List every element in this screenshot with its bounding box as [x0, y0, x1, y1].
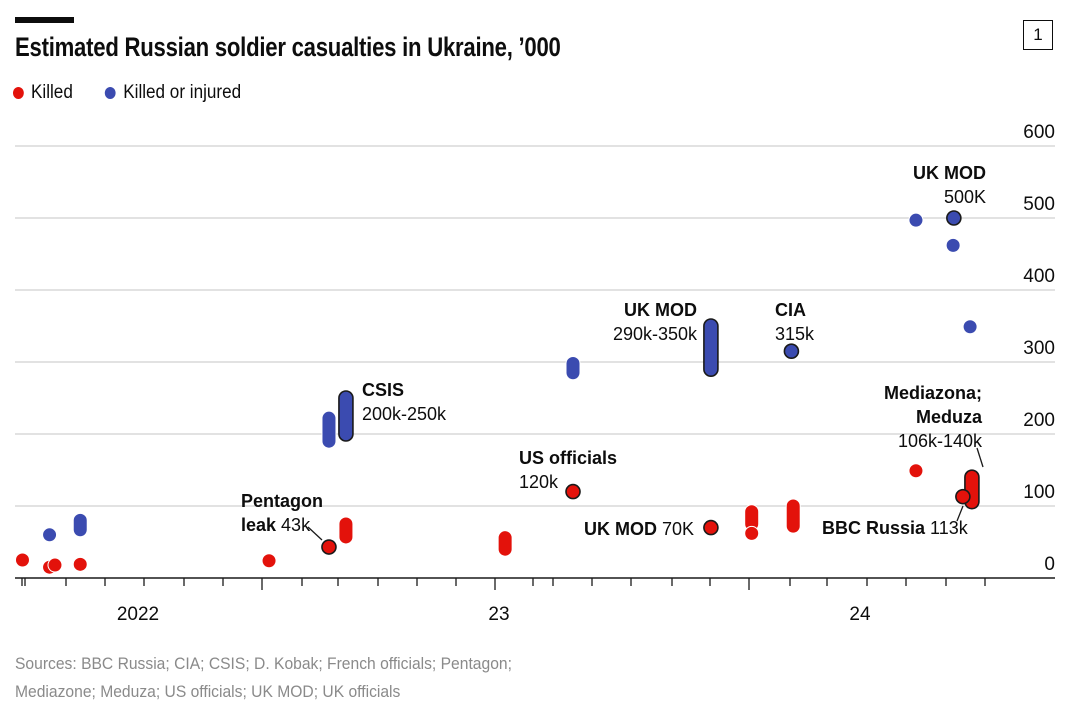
x-tick-label: 23	[488, 604, 509, 625]
point-mark-injured	[946, 210, 962, 226]
annotation-value: 70K	[657, 519, 694, 539]
annotation-value: 106k-140k	[898, 431, 983, 451]
range-mark-injured	[565, 355, 581, 381]
range-mark-injured	[72, 512, 88, 538]
header-accent-bar	[15, 17, 74, 23]
legend-label-killed: Killed	[31, 82, 73, 103]
annotation-source-text: Pentagon	[241, 491, 323, 511]
annotation-source-text: US officials	[519, 448, 617, 468]
legend-label-killed-or-injured: Killed or injured	[123, 82, 242, 103]
point-mark-killed	[744, 525, 760, 541]
range-mark-injured	[703, 318, 719, 378]
annotation-value: 500K	[944, 187, 986, 207]
annotation-source: UK MOD	[913, 163, 986, 183]
annotation-value: 113k	[925, 518, 969, 538]
annotation-value: 43k	[276, 515, 311, 535]
annotation-value: 315k	[775, 324, 815, 344]
annotation-leader-line	[307, 526, 323, 541]
range-mark-injured	[321, 410, 337, 449]
legend-swatch-killed-or-injured	[105, 87, 117, 99]
annotation-source-text: Mediazona;	[884, 383, 982, 403]
annotation-source-text: UK MOD	[584, 519, 657, 539]
range-mark-injured	[338, 390, 354, 442]
annotation: Pentagon leak 43k	[241, 491, 323, 541]
annotation: UK MOD 500K	[913, 163, 986, 207]
annotation-source-text: leak	[241, 515, 277, 535]
y-tick-label: 300	[1023, 338, 1055, 359]
sources-note: Sources: BBC Russia; CIA; CSIS; D. Kobak…	[15, 650, 512, 706]
point-mark-injured	[42, 527, 58, 543]
annotation-leader-line	[956, 505, 964, 522]
annotation-source: Mediazona;	[884, 383, 982, 403]
annotation-source: CSIS	[362, 380, 404, 400]
point-mark-killed	[565, 483, 581, 500]
y-tick-label: 200	[1023, 410, 1055, 431]
point-mark-injured	[962, 319, 978, 335]
annotation-source: BBC Russia 113k	[822, 518, 969, 538]
chart-number-badge: 1	[1023, 20, 1053, 50]
y-tick-label: 500	[1023, 194, 1055, 215]
annotation-value: 200k-250k	[362, 404, 447, 424]
annotation: CSIS 200k-250k	[362, 380, 447, 424]
annotation: US officials 120k	[519, 448, 617, 492]
point-mark-killed	[261, 553, 277, 569]
point-mark-injured	[783, 343, 800, 360]
annotation-source: CIA	[775, 300, 806, 320]
chart-title: Estimated Russian soldier casualties in …	[15, 32, 561, 62]
y-tick-label: 600	[1023, 122, 1055, 143]
range-mark-killed	[497, 530, 513, 557]
point-mark-killed	[703, 519, 719, 536]
legend: Killed Killed or injured	[13, 82, 274, 104]
annotation-source: UK MOD	[624, 300, 697, 320]
sources-line: Sources: BBC Russia; CIA; CSIS; D. Kobak…	[15, 654, 512, 673]
annotation-source: US officials	[519, 448, 617, 468]
annotation-source-text: CSIS	[362, 380, 404, 400]
legend-item-killed: Killed	[13, 82, 73, 104]
range-mark-killed	[338, 516, 354, 545]
annotation-value: 120k	[519, 472, 559, 492]
point-mark-killed	[908, 463, 924, 479]
annotation-source: leak 43k	[241, 515, 311, 535]
y-tick-label: 0	[1044, 554, 1055, 575]
x-tick-label: 24	[849, 604, 871, 625]
y-tick-label: 400	[1023, 266, 1055, 287]
point-mark-injured	[908, 212, 924, 228]
annotation-source-text: UK MOD	[624, 300, 697, 320]
annotation-value: 290k-350k	[613, 324, 698, 344]
annotation-source: Meduza	[916, 407, 983, 427]
annotation: Mediazona; Meduza 106k-140k	[884, 383, 984, 468]
annotation: UK MOD 70K	[584, 519, 694, 539]
legend-item-killed-or-injured: Killed or injured	[105, 82, 241, 104]
annotation-source-text: BBC Russia	[822, 518, 926, 538]
point-mark-killed	[72, 556, 88, 572]
annotation: BBC Russia 113k	[822, 505, 969, 538]
point-mark-killed	[321, 539, 337, 555]
point-mark-killed	[14, 552, 30, 568]
annotation-source-text: CIA	[775, 300, 806, 320]
sources-line: Mediazone; Meduza; US officials; UK MOD;…	[15, 682, 401, 701]
y-tick-label: 100	[1023, 482, 1055, 503]
range-mark-killed	[785, 498, 801, 534]
annotation-source-text: UK MOD	[913, 163, 986, 183]
annotation: UK MOD 290k-350k	[613, 300, 698, 344]
point-mark-killed	[47, 557, 63, 573]
annotation-leader-line	[976, 447, 984, 468]
annotation-source-text: Meduza	[916, 407, 983, 427]
x-tick-label: 2022	[117, 604, 159, 625]
annotation: CIA 315k	[775, 300, 815, 344]
annotation-source: Pentagon	[241, 491, 323, 511]
point-mark-killed	[955, 488, 971, 505]
point-mark-injured	[945, 237, 961, 253]
annotation-source: UK MOD 70K	[584, 519, 694, 539]
legend-swatch-killed	[13, 87, 24, 99]
